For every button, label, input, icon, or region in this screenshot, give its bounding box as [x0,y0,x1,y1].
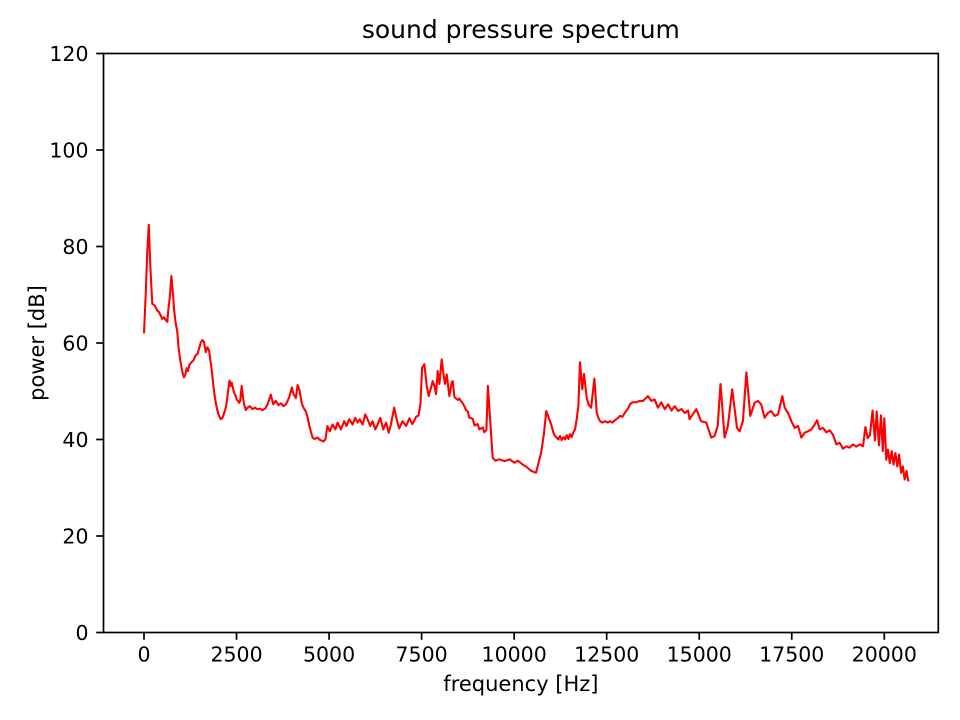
x-axis-label: frequency [Hz] [443,672,598,696]
x-tick-label: 15000 [667,643,732,667]
x-tick-label: 7500 [396,643,448,667]
x-tick-label: 20000 [852,643,917,667]
x-tick-label: 0 [137,643,150,667]
y-tick-label: 80 [62,235,88,259]
x-tick-label: 10000 [482,643,547,667]
y-tick-label: 20 [62,524,88,548]
plot-area [102,52,940,634]
x-tick-label: 2500 [210,643,262,667]
y-axis-label: power [dB] [25,285,49,401]
x-tick-label: 12500 [574,643,639,667]
spectrum-line [142,223,910,482]
y-tick-label: 0 [75,621,88,645]
x-tick-label: 17500 [759,643,824,667]
x-tick-label: 5000 [303,643,355,667]
chart-title: sound pressure spectrum [362,15,680,44]
axes-spines [102,52,940,634]
y-tick-label: 120 [49,42,88,66]
y-tick-label: 60 [62,331,88,355]
y-tick-label: 40 [62,428,88,452]
axis-ticks: 0 2500 5000 7500 10000 12500 15000 17500 20000 0 2… [49,42,917,667]
y-tick-label: 100 [49,138,88,162]
